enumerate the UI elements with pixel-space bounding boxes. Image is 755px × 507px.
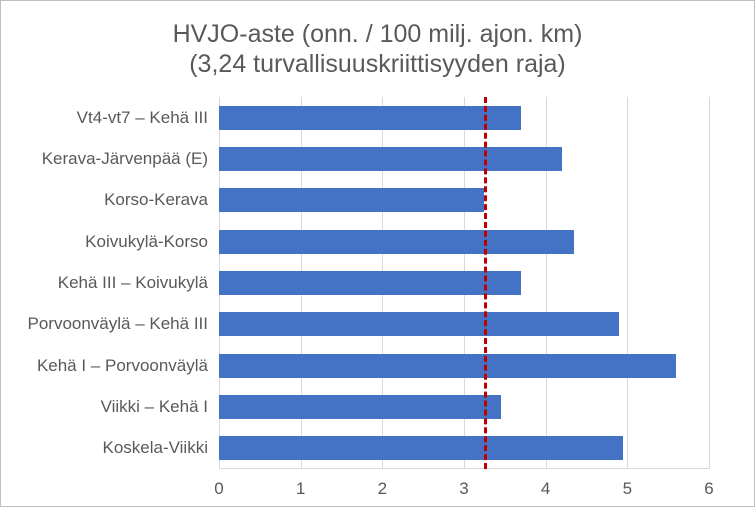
gridline <box>627 97 628 469</box>
x-axis-tick-label: 0 <box>214 479 223 499</box>
x-axis-tick-label: 6 <box>704 479 713 499</box>
threshold-line <box>484 97 487 469</box>
y-axis-category-label: Vt4-vt7 – Kehä III <box>0 108 208 128</box>
x-axis-tick-label: 1 <box>296 479 305 499</box>
bar <box>219 395 501 419</box>
bar <box>219 147 562 171</box>
bar <box>219 188 484 212</box>
y-axis-category-label: Kerava-Järvenpää (E) <box>0 149 208 169</box>
y-axis-category-label: Koskela-Viikki <box>0 438 208 458</box>
bar <box>219 312 619 336</box>
x-axis-tick-label: 2 <box>378 479 387 499</box>
gridline <box>709 97 710 469</box>
y-axis-category-label: Kehä III – Koivukylä <box>0 273 208 293</box>
bar <box>219 106 521 130</box>
chart-title-line1: HVJO-aste (onn. / 100 milj. ajon. km) <box>1 19 754 49</box>
y-axis-category-label: Koivukylä-Korso <box>0 232 208 252</box>
chart-title: HVJO-aste (onn. / 100 milj. ajon. km) (3… <box>1 19 754 79</box>
bar <box>219 436 623 460</box>
x-axis-tick-label: 3 <box>459 479 468 499</box>
x-axis-tick-label: 4 <box>541 479 550 499</box>
y-axis-category-label: Korso-Kerava <box>0 190 208 210</box>
chart-frame: HVJO-aste (onn. / 100 milj. ajon. km) (3… <box>0 0 755 507</box>
chart-title-line2: (3,24 turvallisuuskriittisyyden raja) <box>1 49 754 79</box>
y-axis-category-label: Porvoonväylä – Kehä III <box>0 314 208 334</box>
plot-area <box>219 97 709 469</box>
bar <box>219 271 521 295</box>
y-axis-category-label: Viikki – Kehä I <box>0 397 208 417</box>
y-axis-category-label: Kehä I – Porvoonväylä <box>0 356 208 376</box>
x-axis-tick-label: 5 <box>623 479 632 499</box>
bar <box>219 354 676 378</box>
bar <box>219 230 574 254</box>
